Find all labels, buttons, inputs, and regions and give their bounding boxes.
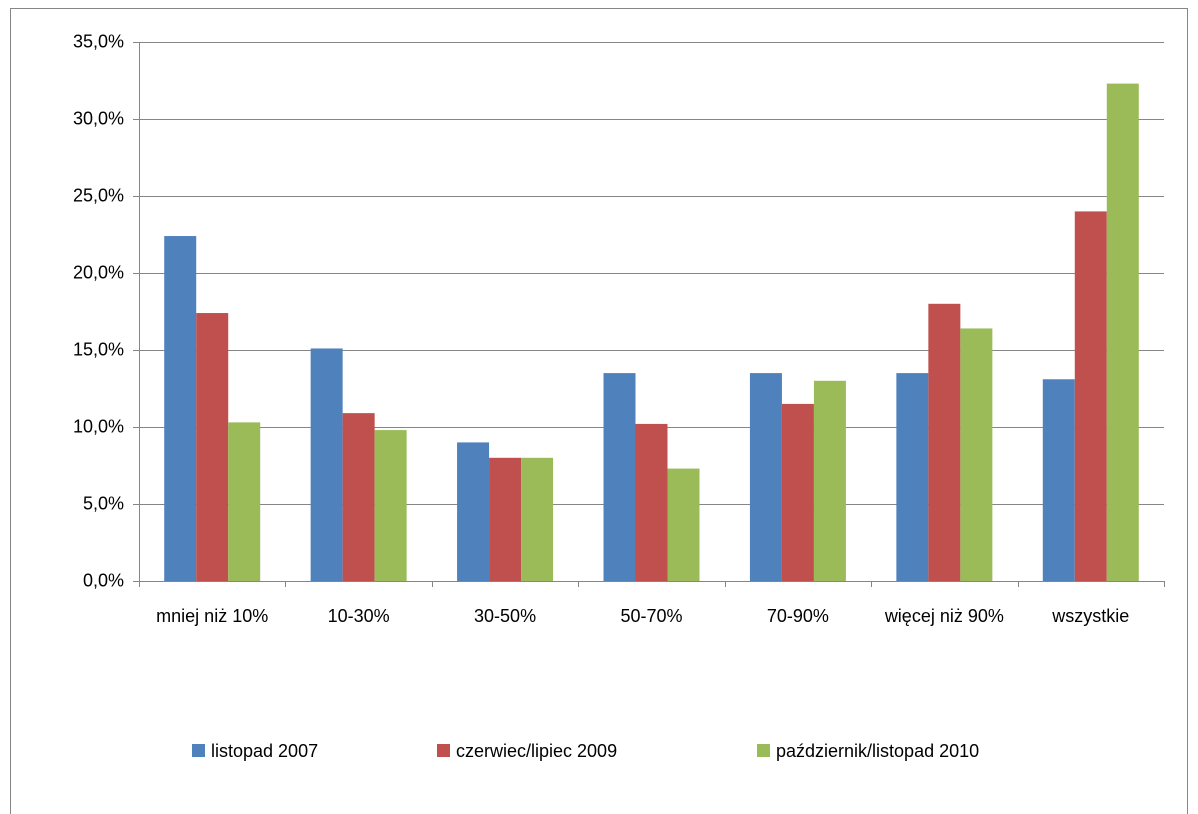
bar: [1042, 379, 1075, 581]
bar: [196, 313, 229, 581]
bar: [342, 413, 375, 581]
bar: [896, 373, 929, 581]
legend-label: czerwiec/lipiec 2009: [456, 741, 617, 761]
y-tick-label: 5,0%: [83, 493, 124, 513]
x-tick-label: więcej niż 90%: [884, 606, 1004, 626]
bar: [228, 422, 261, 581]
bar: [781, 403, 814, 581]
x-tick-label: 70-90%: [766, 606, 829, 626]
legend-swatch: [757, 744, 770, 757]
bar: [928, 303, 961, 581]
x-tick-label: 50-70%: [620, 606, 683, 626]
bar: [960, 328, 993, 581]
legend-swatch: [192, 744, 205, 757]
bar: [164, 236, 197, 582]
y-tick-label: 30,0%: [73, 108, 124, 128]
y-tick-label: 15,0%: [73, 339, 124, 359]
bar: [667, 468, 700, 581]
x-tick-label: 10-30%: [327, 606, 390, 626]
y-tick-label: 35,0%: [73, 31, 124, 51]
x-tick-label: wszystkie: [1052, 606, 1130, 626]
y-tick-label: 25,0%: [73, 185, 124, 205]
x-tick-label: mniej niż 10%: [156, 606, 269, 626]
y-tick-label: 0,0%: [83, 570, 124, 590]
bar: [749, 373, 782, 581]
bar: [521, 457, 554, 581]
bar: [603, 373, 636, 581]
x-tick-label: 30-50%: [474, 606, 537, 626]
bar: [310, 348, 343, 581]
bar: [374, 430, 407, 581]
y-tick-label: 10,0%: [73, 416, 124, 436]
bar: [1074, 211, 1107, 581]
bar: [489, 457, 522, 581]
legend-label: listopad 2007: [211, 741, 318, 761]
legend-swatch: [437, 744, 450, 757]
bar: [635, 423, 668, 581]
y-tick-label: 20,0%: [73, 262, 124, 282]
bar: [813, 380, 846, 581]
bar: [1106, 83, 1139, 581]
bar: [457, 442, 490, 581]
legend-label: październik/listopad 2010: [776, 741, 979, 761]
